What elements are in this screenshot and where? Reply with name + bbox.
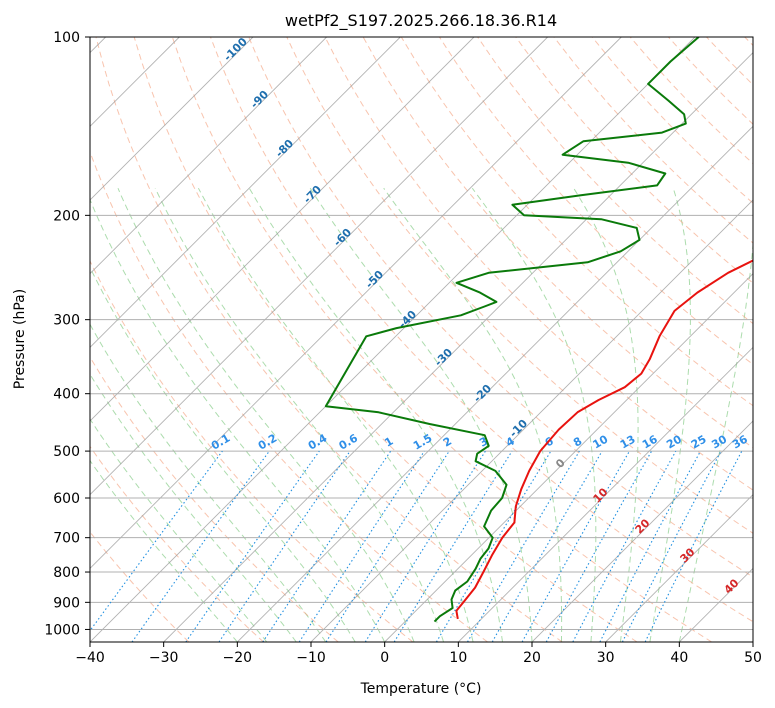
y-tick-label: 100 [53, 30, 80, 46]
moist-adiabat-line [678, 238, 753, 642]
isotherm-line [163, 52, 753, 642]
dry-adiabat-line [286, 37, 753, 534]
mixing-ratio-lines [90, 450, 743, 642]
dewpoint-profile-line [324, 37, 700, 623]
mixing-ratio-line [393, 450, 513, 642]
moist-adiabat-line [117, 188, 415, 642]
isotherm-line [237, 125, 753, 642]
dry-adiabats [90, 37, 753, 642]
y-tick-label: 1000 [44, 622, 80, 638]
temperature-profile-line [455, 259, 753, 620]
isotherms [90, 37, 753, 642]
profiles [324, 37, 753, 623]
dry-adiabat-line [324, 37, 753, 491]
x-tick-label: 10 [449, 650, 467, 666]
dry-adiabat-line [95, 37, 563, 642]
mixing-ratio-line [131, 450, 270, 642]
dry-adiabat-line [171, 37, 712, 642]
moist-adiabat-line [197, 187, 474, 642]
y-axis: 1000 900 800 700 600 500 400 300 200 100 [44, 30, 90, 638]
isotherm-line [458, 346, 753, 642]
moist-adiabats [90, 187, 753, 642]
x-tick-label: −30 [149, 650, 179, 666]
x-tick-label: 20 [523, 650, 541, 666]
mixing-ratio-line [521, 450, 630, 642]
isobar-grid [90, 37, 753, 630]
dry-adiabat-line [210, 37, 753, 623]
moist-adiabat-line [90, 459, 238, 642]
x-tick-label: 40 [670, 650, 688, 666]
y-tick-label: 600 [53, 491, 80, 507]
y-tick-label: 500 [53, 444, 80, 460]
mixing-ratio-line [218, 450, 351, 642]
isotherm-line [90, 37, 548, 496]
moist-adiabat-line [471, 187, 597, 642]
y-tick-label: 700 [53, 531, 80, 547]
x-tick-label: −40 [75, 650, 105, 666]
x-tick-label: 0 [380, 650, 389, 666]
y-tick-label: 800 [53, 565, 80, 581]
isotherm-line [90, 37, 254, 201]
isotherm-line [90, 37, 622, 569]
x-axis-label: Temperature (°C) [360, 681, 482, 697]
isotherm-line [90, 37, 696, 642]
isotherm-line [310, 199, 753, 642]
x-tick-label: 30 [597, 650, 615, 666]
chart-title: wetPf2_S197.2025.266.18.36.R14 [285, 11, 557, 31]
moist-adiabat-line [90, 323, 327, 642]
moist-adiabat-line [90, 266, 356, 642]
isotherm-line [531, 420, 753, 642]
plot-frame [89, 36, 754, 643]
isotherm-line [605, 494, 753, 642]
mixing-ratio-line [545, 450, 653, 642]
y-tick-label: 300 [53, 313, 80, 329]
x-tick-label: −20 [223, 650, 253, 666]
moist-adiabat-line [154, 187, 445, 642]
moist-adiabat-line [90, 198, 386, 642]
dry-adiabat-line [90, 259, 414, 642]
y-tick-label: 400 [53, 387, 80, 403]
mixing-ratio-line [325, 450, 450, 642]
x-axis: −40 −30 −20 −10 0 10 20 30 40 50 [75, 642, 762, 666]
mixing-ratio-line [185, 450, 320, 642]
isotherm-line [90, 37, 401, 348]
moist-adiabat-line [248, 187, 503, 642]
dry-adiabat-line [248, 37, 753, 578]
mixing-ratio-line [644, 450, 743, 642]
isotherm-line [384, 273, 753, 642]
x-tick-label: −10 [296, 650, 326, 666]
dry-adiabat-line [90, 445, 264, 642]
mixing-ratio-line [262, 450, 392, 642]
dry-adiabat-line [90, 356, 339, 642]
y-tick-label: 900 [53, 595, 80, 611]
dry-adiabat-line [515, 37, 753, 284]
isotherm-line [90, 37, 475, 422]
moist-adiabat-line [649, 188, 691, 642]
y-axis-label: Pressure (hPa) [12, 289, 28, 389]
y-tick-label: 200 [53, 208, 80, 224]
mixing-ratio-line [90, 450, 223, 632]
x-tick-label: 50 [744, 650, 762, 666]
moist-adiabat-line [573, 187, 639, 642]
mixing-ratio-line [298, 450, 425, 642]
dry-adiabat-line [133, 37, 638, 642]
moist-adiabat-line [383, 187, 563, 642]
isotherm-line [90, 37, 327, 275]
mixing-ratio-line [572, 450, 677, 642]
